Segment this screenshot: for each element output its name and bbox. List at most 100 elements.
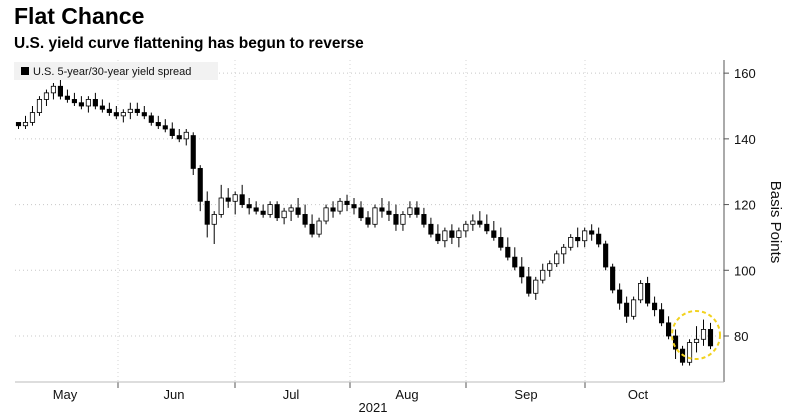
candle xyxy=(267,201,273,218)
candle xyxy=(204,191,210,238)
candle-body-up xyxy=(693,338,700,343)
candle xyxy=(519,257,525,284)
candle-body-up xyxy=(36,99,43,113)
candle xyxy=(512,247,518,271)
candle-body-up xyxy=(582,230,588,242)
candle-body-down xyxy=(484,223,490,232)
candle xyxy=(547,260,553,277)
year-label: 2021 xyxy=(359,400,388,415)
candle-body-down xyxy=(64,95,70,100)
candle-body-down xyxy=(575,237,581,242)
candle xyxy=(372,204,378,228)
candle xyxy=(260,204,266,218)
y-axis-label: Basis Points xyxy=(767,181,784,264)
candle-body-up xyxy=(540,269,546,281)
candle-body-down xyxy=(603,243,609,268)
candle xyxy=(358,201,364,221)
candle xyxy=(316,217,322,238)
candle xyxy=(323,204,329,225)
candle-body-down xyxy=(645,283,651,304)
candle xyxy=(582,227,588,248)
candle-body-down xyxy=(295,207,301,215)
candle xyxy=(428,217,434,238)
candle xyxy=(127,102,133,120)
candle-body-down xyxy=(99,105,105,110)
candle-body-down xyxy=(260,210,266,215)
candle-body-up xyxy=(400,214,406,225)
candle xyxy=(561,244,567,264)
candle-body-down xyxy=(148,115,154,123)
candle-body-up xyxy=(218,197,224,215)
candle xyxy=(484,214,490,235)
candle-body-down xyxy=(414,207,420,215)
candle xyxy=(659,303,665,327)
candle-body-down xyxy=(505,246,511,258)
candle xyxy=(624,296,630,323)
candle-body-down xyxy=(526,276,532,294)
candle xyxy=(120,109,126,123)
y-tick-label: 80 xyxy=(734,329,748,344)
candle-body-down xyxy=(176,135,182,140)
candle-body-down xyxy=(302,214,308,225)
candle-body-up xyxy=(323,207,329,222)
candle xyxy=(386,201,392,221)
candle-body-up xyxy=(700,329,707,340)
candle-body-down xyxy=(435,233,441,242)
candle-body-down xyxy=(659,309,665,324)
month-label: Oct xyxy=(628,387,649,402)
candle xyxy=(414,201,420,218)
candle xyxy=(162,119,168,133)
candle-body-up xyxy=(372,207,378,225)
candle xyxy=(309,214,315,238)
candle-body-down xyxy=(15,122,22,127)
candle-body-down xyxy=(113,112,119,117)
candle xyxy=(225,188,231,208)
candle-body-down xyxy=(610,266,616,291)
candle-body-up xyxy=(554,253,560,265)
candle-body-up xyxy=(547,263,553,271)
candle-body-down xyxy=(624,302,630,317)
candle-body-up xyxy=(638,283,644,301)
candle xyxy=(22,115,29,129)
candle-body-down xyxy=(617,289,623,304)
candle-body-down xyxy=(491,230,497,238)
candle xyxy=(686,339,693,366)
candle-body-up xyxy=(316,220,322,235)
candle xyxy=(505,237,511,261)
month-label: Jun xyxy=(164,387,185,402)
candle xyxy=(239,184,245,208)
candle-body-up xyxy=(267,204,273,215)
month-label: Aug xyxy=(395,387,418,402)
candle xyxy=(134,102,140,116)
candle-body-up xyxy=(337,200,343,212)
candle xyxy=(246,198,252,215)
month-label: Sep xyxy=(514,387,537,402)
candle xyxy=(141,106,147,120)
candle xyxy=(232,191,238,215)
candle-body-down xyxy=(428,223,434,235)
candle xyxy=(442,227,448,248)
candle xyxy=(665,316,672,340)
candle-body-up xyxy=(631,299,637,317)
candle xyxy=(477,211,483,228)
candle-body-down xyxy=(204,200,210,225)
candle-body-up xyxy=(22,122,29,127)
candle xyxy=(554,250,560,267)
candle-body-down xyxy=(358,207,364,219)
candle xyxy=(603,240,609,271)
candle xyxy=(589,224,595,241)
candle xyxy=(288,204,294,221)
candle-body-down xyxy=(197,168,203,202)
candle xyxy=(596,227,602,248)
candle-body-down xyxy=(169,128,175,136)
candle-body-up xyxy=(568,237,574,248)
candle-body-down xyxy=(225,197,231,202)
candle-body-down xyxy=(274,204,280,219)
candle xyxy=(197,165,203,212)
candle xyxy=(113,106,119,120)
candle xyxy=(449,224,455,244)
candle xyxy=(470,214,476,231)
candle xyxy=(281,207,287,225)
candle-body-down xyxy=(672,335,679,350)
